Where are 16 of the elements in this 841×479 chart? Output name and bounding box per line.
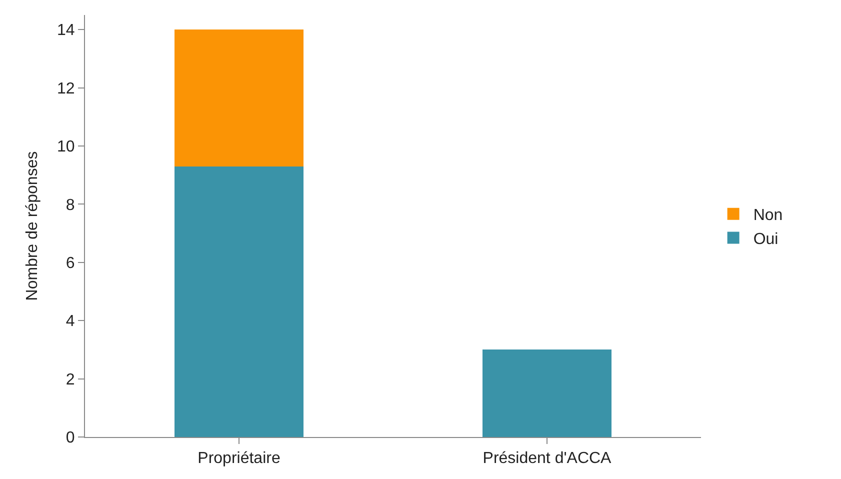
y-tick-label: 14 xyxy=(57,22,75,40)
y-tick-label: 0 xyxy=(66,430,75,447)
y-tick-label: 8 xyxy=(66,196,75,214)
y-tick-label: 2 xyxy=(66,371,75,388)
y-tick-label: 12 xyxy=(57,80,75,98)
y-tick-label: 4 xyxy=(66,313,75,330)
y-tick-label: 10 xyxy=(57,138,75,156)
x-tick-label: Propriétaire xyxy=(198,450,280,468)
bar xyxy=(482,350,612,437)
x-tick-label: Président d'ACCA xyxy=(482,450,612,468)
legend-label: Non xyxy=(753,207,783,224)
bar xyxy=(174,166,304,437)
y-axis-title: Nombre de réponses xyxy=(24,151,41,301)
legend-label: Oui xyxy=(753,230,778,248)
y-tick-label: 6 xyxy=(66,254,75,272)
bar xyxy=(174,30,304,166)
